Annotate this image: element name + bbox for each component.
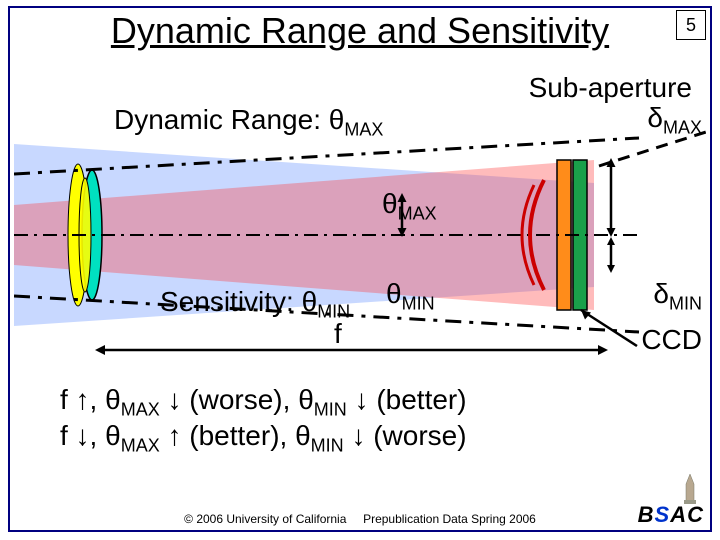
delta-max-label: δMAX: [647, 102, 702, 139]
page-number: 5: [676, 10, 706, 40]
delta-min-label: δMIN: [653, 278, 702, 315]
footer: © 2006 University of California Prepubli…: [0, 512, 720, 526]
theta-min-center-label: θMIN: [386, 278, 435, 315]
dynamic-range-label: Dynamic Range: θMAX: [114, 104, 383, 141]
slide-title: Dynamic Range and Sensitivity: [0, 10, 720, 52]
ccd-label: CCD: [641, 324, 702, 356]
theta-max-center-label: θMAX: [382, 188, 437, 225]
sub-aperture-label: Sub-aperture: [529, 72, 692, 104]
sensitivity-label: Sensitivity: θMIN: [160, 286, 350, 323]
tower-icon: [682, 474, 698, 504]
optics-diagram: Sub-aperture Dynamic Range: θMAX δMAX θM…: [14, 60, 706, 490]
f-label: f: [334, 318, 342, 350]
slide: 5 Dynamic Range and Sensitivity Sub-aper…: [0, 0, 720, 540]
rule-2: f ↓, θMAX ↑ (better), θMIN ↓ (worse): [60, 420, 467, 457]
prepub-note: Prepublication Data Spring 2006: [363, 512, 536, 526]
copyright: © 2006 University of California: [184, 512, 346, 526]
rule-1: f ↑, θMAX ↓ (worse), θMIN ↓ (better): [60, 384, 467, 421]
